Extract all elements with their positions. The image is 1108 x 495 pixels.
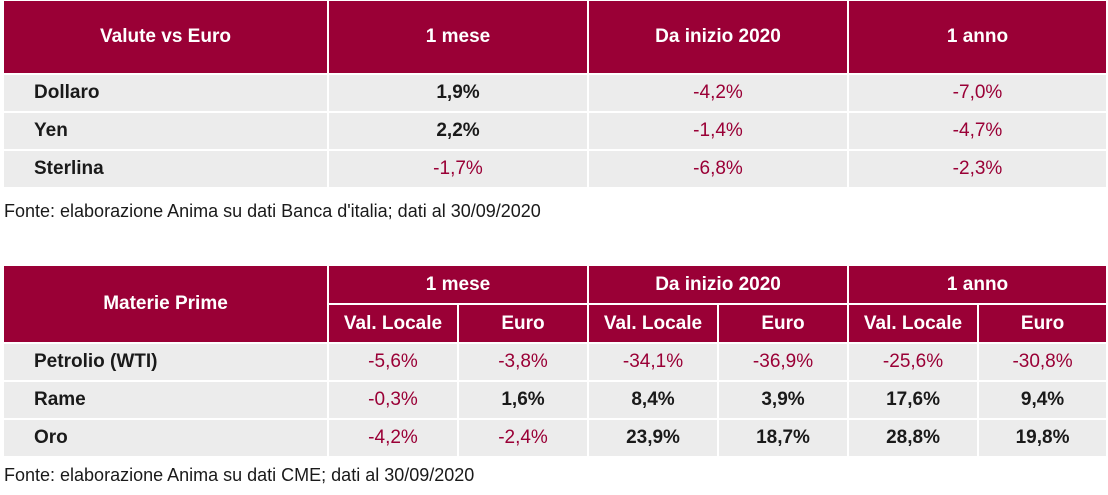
- row-label: Oro: [4, 420, 329, 458]
- subheader-val-locale: Val. Locale: [849, 305, 980, 344]
- cell-value: -34,1%: [589, 344, 720, 382]
- cell-value: 17,6%: [849, 382, 980, 420]
- cell-value: 1,9%: [329, 75, 589, 113]
- cell-value: -7,0%: [849, 75, 1106, 113]
- subheader-val-locale: Val. Locale: [329, 305, 459, 344]
- header-materie-prime: Materie Prime: [4, 266, 329, 344]
- cell-value: -2,3%: [849, 151, 1106, 189]
- row-label: Petrolio (WTI): [4, 344, 329, 382]
- header-1-anno: 1 anno: [849, 1, 1106, 75]
- cell-value: 9,4%: [979, 382, 1107, 420]
- row-label: Rame: [4, 382, 329, 420]
- cell-value: -4,2%: [329, 420, 459, 458]
- currency-table: Valute vs Euro 1 mese Da inizio 2020 1 a…: [4, 1, 1106, 189]
- cell-value: -6,8%: [589, 151, 849, 189]
- subheader-euro: Euro: [979, 305, 1107, 344]
- cell-value: -25,6%: [849, 344, 980, 382]
- header-da-inizio-2020: Da inizio 2020: [589, 1, 849, 75]
- header-1-anno: 1 anno: [849, 266, 1107, 305]
- source-note: Fonte: elaborazione Anima su dati CME; d…: [4, 465, 475, 485]
- table-row: Oro -4,2% -2,4% 23,9% 18,7% 28,8% 19,8%: [4, 420, 1107, 458]
- subheader-euro: Euro: [459, 305, 590, 344]
- source-note: Fonte: elaborazione Anima su dati Banca …: [4, 201, 541, 221]
- cell-value: -1,4%: [589, 113, 849, 151]
- cell-value: 8,4%: [589, 382, 720, 420]
- cell-value: -5,6%: [329, 344, 459, 382]
- cell-value: 1,6%: [459, 382, 590, 420]
- cell-value: 19,8%: [979, 420, 1107, 458]
- commodities-table: Materie Prime 1 mese Da inizio 2020 1 an…: [4, 266, 1107, 458]
- header-da-inizio-2020: Da inizio 2020: [589, 266, 850, 305]
- currency-header-row: Valute vs Euro 1 mese Da inizio 2020 1 a…: [4, 1, 1106, 75]
- table-row: Rame -0,3% 1,6% 8,4% 3,9% 17,6% 9,4%: [4, 382, 1107, 420]
- cell-value: 28,8%: [849, 420, 980, 458]
- subheader-val-locale: Val. Locale: [589, 305, 720, 344]
- cell-value: -4,2%: [589, 75, 849, 113]
- row-label: Dollaro: [4, 75, 329, 113]
- header-valute-vs-euro: Valute vs Euro: [4, 1, 329, 75]
- cell-value: -0,3%: [329, 382, 459, 420]
- cell-value: -36,9%: [719, 344, 850, 382]
- header-1-mese: 1 mese: [329, 1, 589, 75]
- cell-value: -30,8%: [979, 344, 1107, 382]
- cell-value: -3,8%: [459, 344, 590, 382]
- commodities-subheader-row: Val. Locale Euro Val. Locale Euro Val. L…: [4, 305, 1107, 344]
- table-row: Petrolio (WTI) -5,6% -3,8% -34,1% -36,9%…: [4, 344, 1107, 382]
- row-label: Sterlina: [4, 151, 329, 189]
- table-row: Dollaro 1,9% -4,2% -7,0%: [4, 75, 1106, 113]
- commodities-group-header-row: Materie Prime 1 mese Da inizio 2020 1 an…: [4, 266, 1107, 344]
- header-1-mese: 1 mese: [329, 266, 590, 305]
- cell-value: -1,7%: [329, 151, 589, 189]
- cell-value: 3,9%: [719, 382, 850, 420]
- table-row: Yen 2,2% -1,4% -4,7%: [4, 113, 1106, 151]
- cell-value: -2,4%: [459, 420, 590, 458]
- row-label: Yen: [4, 113, 329, 151]
- cell-value: 23,9%: [589, 420, 720, 458]
- cell-value: 18,7%: [719, 420, 850, 458]
- table-row: Sterlina -1,7% -6,8% -2,3%: [4, 151, 1106, 189]
- cell-value: 2,2%: [329, 113, 589, 151]
- cell-value: -4,7%: [849, 113, 1106, 151]
- subheader-euro: Euro: [719, 305, 850, 344]
